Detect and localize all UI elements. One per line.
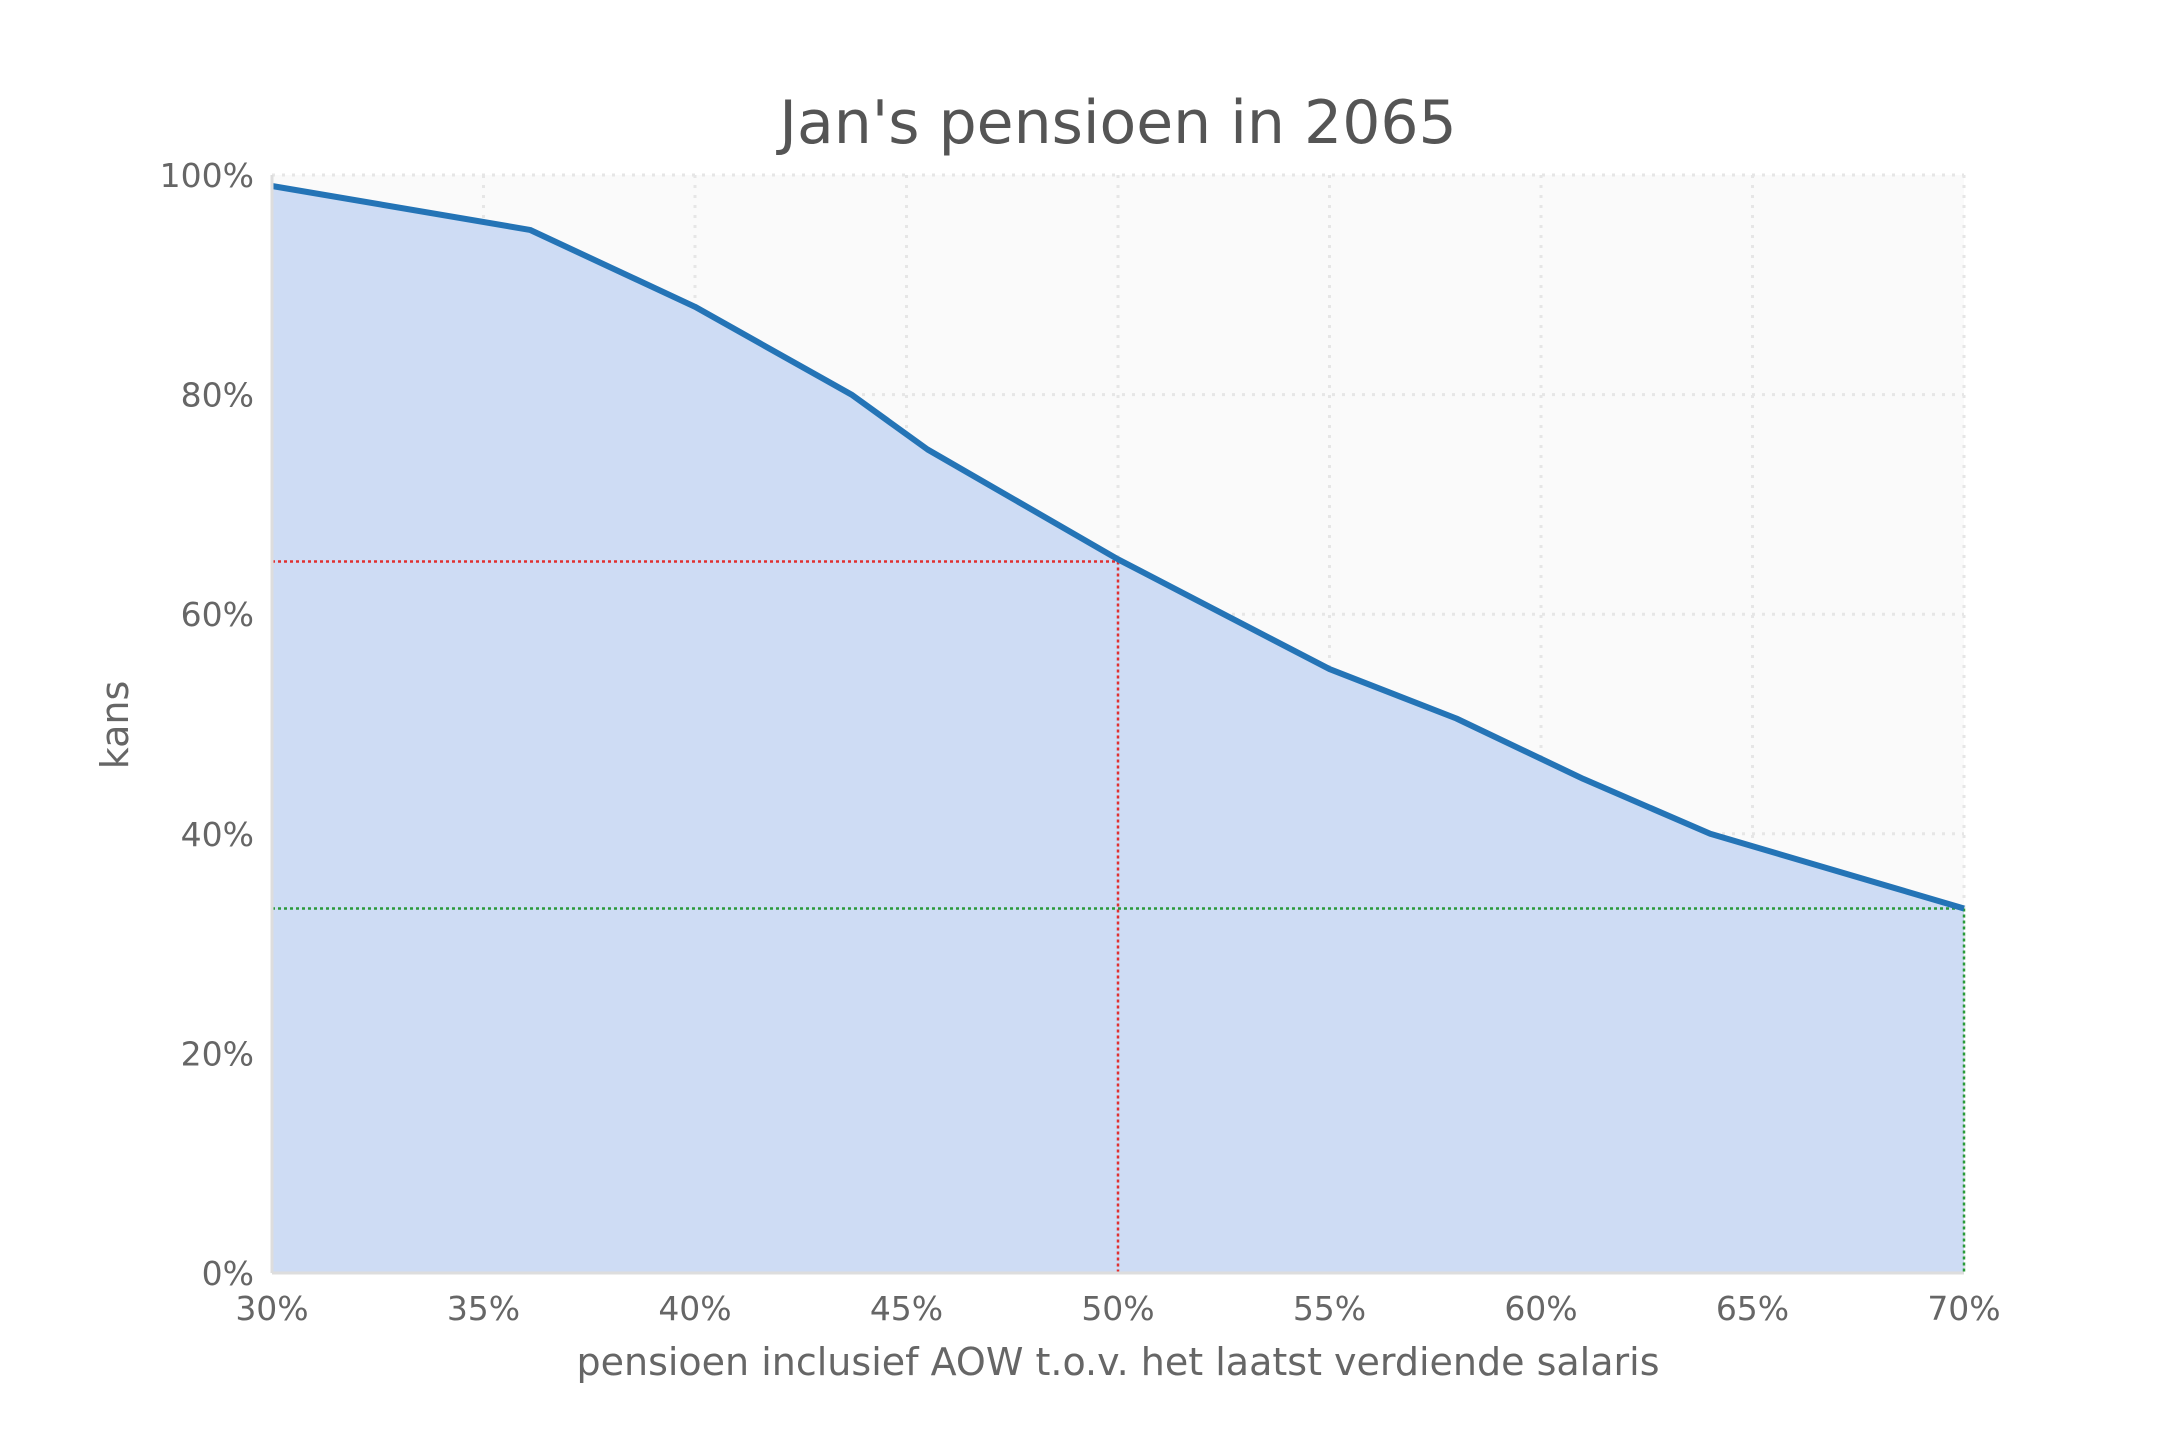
x-tick-label: 60% (1504, 1289, 1577, 1328)
y-tick-label: 80% (181, 376, 254, 415)
x-tick-label: 40% (658, 1289, 731, 1328)
y-tick-label: 100% (160, 156, 254, 195)
series-line (271, 183, 1965, 912)
y-axis-label: kans (93, 681, 137, 770)
y-tick-label: 60% (181, 595, 254, 634)
y-tick-label: 40% (181, 815, 254, 854)
y-tick-labels: 0% 20% 40% 60% 80% 100% (160, 156, 254, 1293)
x-tick-label: 70% (1927, 1289, 2000, 1328)
x-tick-label: 55% (1293, 1289, 1366, 1328)
x-tick-label: 35% (447, 1289, 520, 1328)
x-tick-label: 65% (1716, 1289, 1789, 1328)
y-tick-label: 20% (181, 1034, 254, 1073)
x-tick-label: 30% (235, 1289, 308, 1328)
x-tick-label: 50% (1081, 1289, 1154, 1328)
reference-lines (272, 560, 1966, 1273)
x-tick-labels: 30% 35% 40% 45% 50% 55% 60% 65% 70% (235, 1289, 2000, 1328)
x-tick-label: 45% (870, 1289, 943, 1328)
chart-title: Jan's pensioen in 2065 (775, 88, 1456, 158)
x-axis-label: pensioen inclusief AOW t.o.v. het laatst… (576, 1340, 1659, 1384)
y-tick-label: 0% (202, 1254, 254, 1293)
